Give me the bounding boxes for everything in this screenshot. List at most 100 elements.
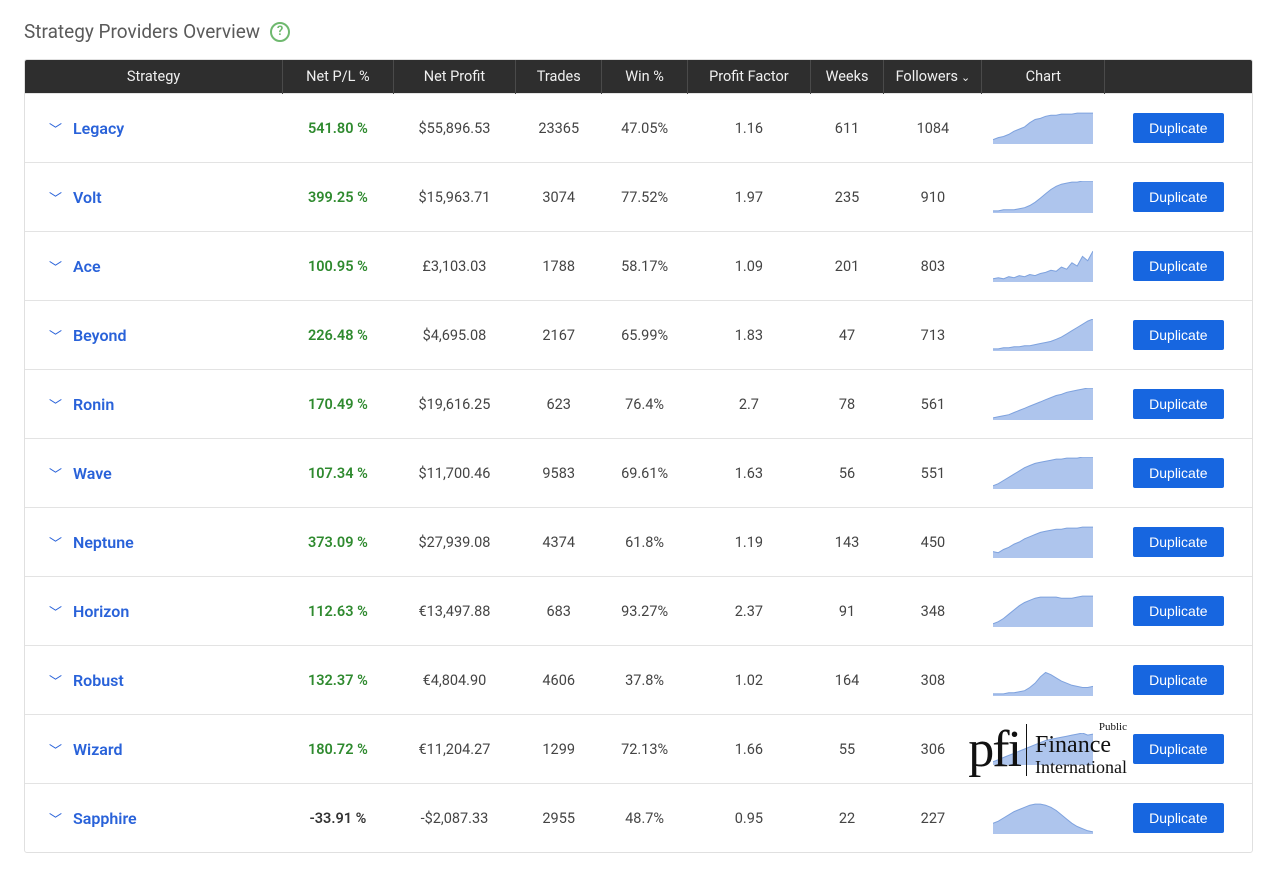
col-win[interactable]: Win % [602, 60, 688, 94]
net-pl-value: 180.72 % [283, 715, 393, 784]
col-followers[interactable]: Followers⌄ [884, 60, 982, 94]
followers-value: 561 [884, 370, 982, 439]
followers-value: 308 [884, 646, 982, 715]
providers-table: Strategy Net P/L % Net Profit Trades Win… [24, 59, 1253, 853]
strategy-link[interactable]: Legacy [73, 119, 124, 138]
sparkline-chart [982, 715, 1105, 784]
followers-value: 227 [884, 784, 982, 853]
trades-value: 1299 [516, 715, 602, 784]
trades-value: 3074 [516, 163, 602, 232]
trades-value: 2167 [516, 301, 602, 370]
net-pl-value: -33.91 % [283, 784, 393, 853]
net-pl-value: 100.95 % [283, 232, 393, 301]
profit-factor-value: 1.02 [688, 646, 811, 715]
duplicate-button[interactable]: Duplicate [1133, 665, 1223, 695]
win-value: 65.99% [602, 301, 688, 370]
profit-factor-value: 2.7 [688, 370, 811, 439]
duplicate-button[interactable]: Duplicate [1133, 389, 1223, 419]
net-profit-value: $15,963.71 [393, 163, 516, 232]
followers-value: 551 [884, 439, 982, 508]
duplicate-button[interactable]: Duplicate [1133, 527, 1223, 557]
expand-icon[interactable]: ﹀ [49, 326, 63, 345]
sparkline-chart [982, 301, 1105, 370]
duplicate-button[interactable]: Duplicate [1133, 251, 1223, 281]
strategy-link[interactable]: Beyond [73, 326, 127, 345]
expand-icon[interactable]: ﹀ [49, 671, 63, 690]
trades-value: 623 [516, 370, 602, 439]
expand-icon[interactable]: ﹀ [49, 188, 63, 207]
table-row: ﹀ Volt 399.25 % $15,963.71 3074 77.52% 1… [25, 163, 1252, 232]
strategy-link[interactable]: Ronin [73, 395, 114, 414]
strategy-link[interactable]: Ace [73, 257, 101, 276]
duplicate-button[interactable]: Duplicate [1133, 803, 1223, 833]
col-strategy[interactable]: Strategy [25, 60, 283, 94]
col-trades[interactable]: Trades [516, 60, 602, 94]
profit-factor-value: 1.63 [688, 439, 811, 508]
trades-value: 4374 [516, 508, 602, 577]
strategy-link[interactable]: Neptune [73, 533, 134, 552]
table-row: ﹀ Wave 107.34 % $11,700.46 9583 69.61% 1… [25, 439, 1252, 508]
col-chart: Chart [982, 60, 1105, 94]
duplicate-button[interactable]: Duplicate [1133, 113, 1223, 143]
sparkline-chart [982, 370, 1105, 439]
col-profit-factor[interactable]: Profit Factor [688, 60, 811, 94]
strategy-link[interactable]: Wizard [73, 740, 123, 759]
profit-factor-value: 1.66 [688, 715, 811, 784]
expand-icon[interactable]: ﹀ [49, 395, 63, 414]
col-net-pl[interactable]: Net P/L % [283, 60, 393, 94]
duplicate-button[interactable]: Duplicate [1133, 458, 1223, 488]
trades-value: 2955 [516, 784, 602, 853]
sparkline-chart [982, 577, 1105, 646]
expand-icon[interactable]: ﹀ [49, 257, 63, 276]
strategy-link[interactable]: Wave [73, 464, 112, 483]
table-row: ﹀ Wizard 180.72 % €11,204.27 1299 72.13%… [25, 715, 1252, 784]
help-icon[interactable]: ? [270, 22, 290, 42]
net-pl-value: 541.80 % [283, 94, 393, 163]
expand-icon[interactable]: ﹀ [49, 740, 63, 759]
net-pl-value: 170.49 % [283, 370, 393, 439]
table-row: ﹀ Legacy 541.80 % $55,896.53 23365 47.05… [25, 94, 1252, 163]
net-pl-value: 132.37 % [283, 646, 393, 715]
strategy-link[interactable]: Sapphire [73, 809, 137, 828]
col-net-profit[interactable]: Net Profit [393, 60, 516, 94]
expand-icon[interactable]: ﹀ [49, 602, 63, 621]
profit-factor-value: 1.97 [688, 163, 811, 232]
win-value: 77.52% [602, 163, 688, 232]
col-followers-label: Followers [896, 68, 958, 85]
duplicate-button[interactable]: Duplicate [1133, 596, 1223, 626]
expand-icon[interactable]: ﹀ [49, 119, 63, 138]
net-pl-value: 226.48 % [283, 301, 393, 370]
duplicate-button[interactable]: Duplicate [1133, 734, 1223, 764]
net-pl-value: 399.25 % [283, 163, 393, 232]
weeks-value: 55 [810, 715, 884, 784]
win-value: 69.61% [602, 439, 688, 508]
sort-indicator-icon: ⌄ [961, 71, 970, 84]
followers-value: 450 [884, 508, 982, 577]
strategy-link[interactable]: Volt [73, 188, 102, 207]
win-value: 37.8% [602, 646, 688, 715]
page-title: Strategy Providers Overview [24, 20, 260, 43]
win-value: 93.27% [602, 577, 688, 646]
win-value: 72.13% [602, 715, 688, 784]
sparkline-chart [982, 646, 1105, 715]
duplicate-button[interactable]: Duplicate [1133, 182, 1223, 212]
weeks-value: 235 [810, 163, 884, 232]
strategy-link[interactable]: Robust [73, 671, 124, 690]
net-pl-value: 107.34 % [283, 439, 393, 508]
strategy-link[interactable]: Horizon [73, 602, 129, 621]
win-value: 48.7% [602, 784, 688, 853]
trades-value: 9583 [516, 439, 602, 508]
win-value: 61.8% [602, 508, 688, 577]
table-row: ﹀ Neptune 373.09 % $27,939.08 4374 61.8%… [25, 508, 1252, 577]
net-profit-value: $11,700.46 [393, 439, 516, 508]
sparkline-chart [982, 163, 1105, 232]
expand-icon[interactable]: ﹀ [49, 533, 63, 552]
duplicate-button[interactable]: Duplicate [1133, 320, 1223, 350]
col-weeks[interactable]: Weeks [810, 60, 884, 94]
net-profit-value: €13,497.88 [393, 577, 516, 646]
net-pl-value: 112.63 % [283, 577, 393, 646]
expand-icon[interactable]: ﹀ [49, 464, 63, 483]
expand-icon[interactable]: ﹀ [49, 809, 63, 828]
profit-factor-value: 1.83 [688, 301, 811, 370]
weeks-value: 611 [810, 94, 884, 163]
